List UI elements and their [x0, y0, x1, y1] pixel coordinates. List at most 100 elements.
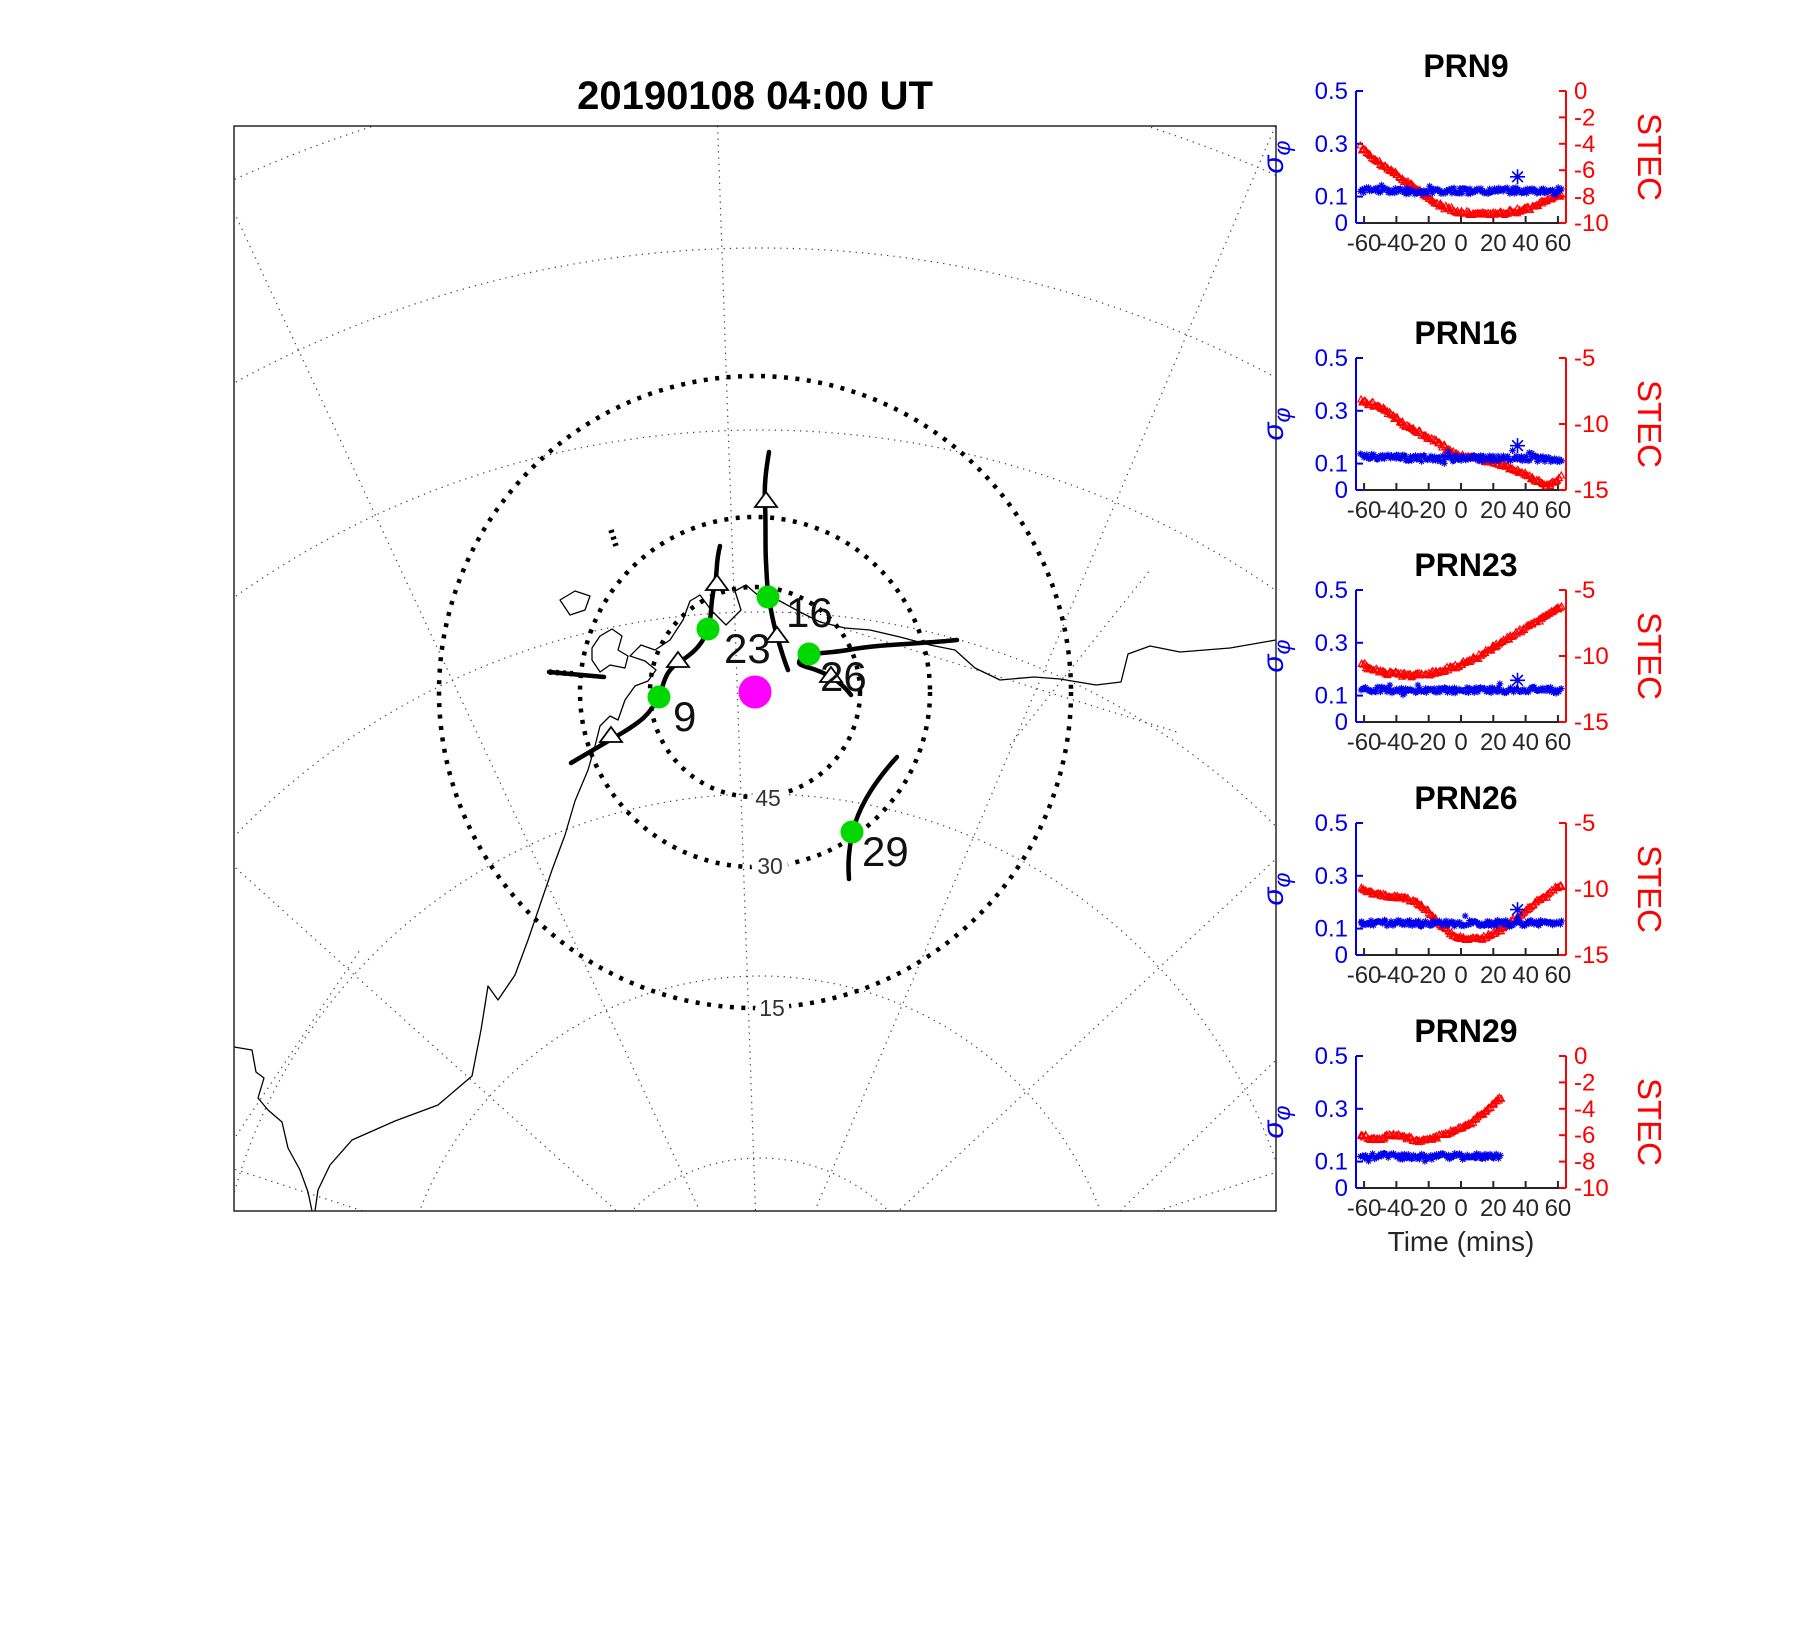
right-tick-label: -15: [1574, 477, 1609, 504]
left-tick-label: 0.1: [1315, 184, 1348, 211]
left-tick-label: 0.1: [1315, 451, 1348, 478]
track-direction-triangle: [665, 650, 691, 668]
map-label-prn16: 16: [786, 589, 833, 636]
right-tick-label: 0: [1574, 1043, 1587, 1070]
track-fragment: [548, 669, 578, 677]
right-tick-label: -10: [1574, 643, 1609, 670]
sigma-spike-marker: [1510, 902, 1526, 918]
stec-series: [1357, 880, 1566, 944]
meridian-line: [814, 126, 1276, 1211]
meridian-line: [234, 1168, 364, 1211]
x-tick-label: 60: [1545, 497, 1572, 524]
x-tick-label: -40: [1379, 497, 1414, 524]
pierce-point-prn9: [647, 685, 671, 709]
left-tick-label: 0: [1335, 709, 1348, 736]
sigma-series: [1357, 680, 1565, 699]
elevation-circle-30: [577, 514, 933, 870]
right-tick-label: -10: [1574, 210, 1609, 237]
stec-label: STEC: [1631, 380, 1668, 468]
right-tick-label: -5: [1574, 577, 1595, 604]
graticule-arc: [789, 611, 1181, 734]
sigma-spike-marker: [1510, 169, 1526, 185]
x-tick-label: -60: [1347, 962, 1382, 989]
x-tick-label: 60: [1545, 962, 1572, 989]
sigma-phi-label: σφ: [1257, 639, 1295, 672]
meridian-line: [717, 126, 757, 1211]
coastline: [234, 1046, 313, 1211]
coastline: [591, 628, 629, 673]
right-tick-label: -2: [1574, 1069, 1595, 1096]
meridian-line: [234, 865, 618, 1211]
sigma-phi-label: σφ: [1257, 1105, 1295, 1138]
left-tick-label: 0: [1335, 1175, 1348, 1202]
x-tick-label: 40: [1512, 230, 1539, 257]
sigma-phi-label: σφ: [1257, 140, 1295, 173]
subplot-title-prn26: PRN26: [1414, 780, 1518, 816]
meridian-line: [234, 210, 701, 1211]
elevation-label-30: 30: [757, 853, 783, 879]
x-tick-label: -40: [1379, 962, 1414, 989]
map-label-prn29: 29: [862, 828, 909, 875]
sigma-phi-label: σφ: [1257, 872, 1295, 905]
x-tick-label: 40: [1512, 1195, 1539, 1222]
x-tick-label: -20: [1411, 497, 1446, 524]
x-tick-label: 20: [1480, 497, 1507, 524]
x-tick-label: -60: [1347, 230, 1382, 257]
x-tick-label: 0: [1454, 962, 1467, 989]
stec-label: STEC: [1631, 612, 1668, 700]
elevation-label-15: 15: [759, 995, 785, 1021]
right-tick-label: 0: [1574, 78, 1587, 105]
latitude-circle: [630, 1157, 890, 1211]
x-tick-label: 60: [1545, 729, 1572, 756]
stec-series: [1357, 601, 1566, 681]
right-tick-label: -10: [1574, 876, 1609, 903]
subplot-title-prn16: PRN16: [1414, 315, 1518, 351]
x-tick-label: 60: [1545, 1195, 1572, 1222]
map-title: 20190108 04:00 UT: [577, 74, 933, 118]
x-tick-label: 40: [1512, 497, 1539, 524]
left-tick-label: 0.5: [1315, 577, 1348, 604]
left-tick-label: 0.3: [1315, 1096, 1348, 1123]
subplot-title-prn9: PRN9: [1423, 48, 1509, 84]
coastline: [559, 590, 591, 616]
elevation-label-45: 45: [755, 785, 781, 811]
map-label-prn26: 26: [820, 653, 867, 700]
right-tick-label: -4: [1574, 131, 1595, 158]
station-dot: [738, 675, 772, 709]
latitude-circle: [419, 975, 1101, 1211]
sigma-series: [1357, 1150, 1504, 1165]
left-tick-label: 0.3: [1315, 398, 1348, 425]
map-border: [233, 125, 1277, 1212]
right-tick-label: -4: [1574, 1096, 1595, 1123]
map-label-prn9: 9: [673, 693, 696, 740]
graticule-arc: [235, 949, 361, 1137]
left-tick-label: 0.1: [1315, 1149, 1348, 1176]
left-tick-label: 0: [1335, 942, 1348, 969]
right-tick-label: -15: [1574, 942, 1609, 969]
sigma-series: [1357, 912, 1565, 931]
stec-series: [1356, 140, 1565, 219]
elevation-circle-45: [647, 584, 863, 800]
map-graticule: [234, 126, 1276, 1211]
x-tick-label: 40: [1512, 729, 1539, 756]
x-tick-label: 0: [1454, 230, 1467, 257]
right-tick-label: -10: [1574, 1175, 1609, 1202]
subplot-prn9: 00.10.30.5-60-40-20 0 20 40 600-2-4-6-8-10σφ…: [1257, 78, 1668, 257]
track-direction-triangle: [818, 665, 844, 683]
sigma-spike-marker: [1510, 438, 1526, 454]
x-tick-label: -60: [1347, 729, 1382, 756]
x-tick-label: 60: [1545, 230, 1572, 257]
x-tick-label: 0: [1454, 497, 1467, 524]
x-tick-label: 20: [1480, 230, 1507, 257]
track-prn23: [568, 543, 723, 766]
right-tick-label: -15: [1574, 709, 1609, 736]
left-tick-label: 0.1: [1315, 683, 1348, 710]
left-tick-label: 0.3: [1315, 131, 1348, 158]
right-tick-label: -8: [1574, 184, 1595, 211]
x-tick-label: -20: [1411, 962, 1446, 989]
x-tick-label: -60: [1347, 1195, 1382, 1222]
